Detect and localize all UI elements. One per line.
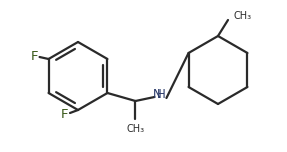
Text: F: F bbox=[61, 109, 69, 121]
Text: CH₃: CH₃ bbox=[234, 11, 252, 21]
Text: N: N bbox=[153, 88, 162, 100]
Text: F: F bbox=[31, 50, 38, 62]
Text: CH₃: CH₃ bbox=[126, 124, 145, 134]
Text: H: H bbox=[157, 88, 166, 100]
